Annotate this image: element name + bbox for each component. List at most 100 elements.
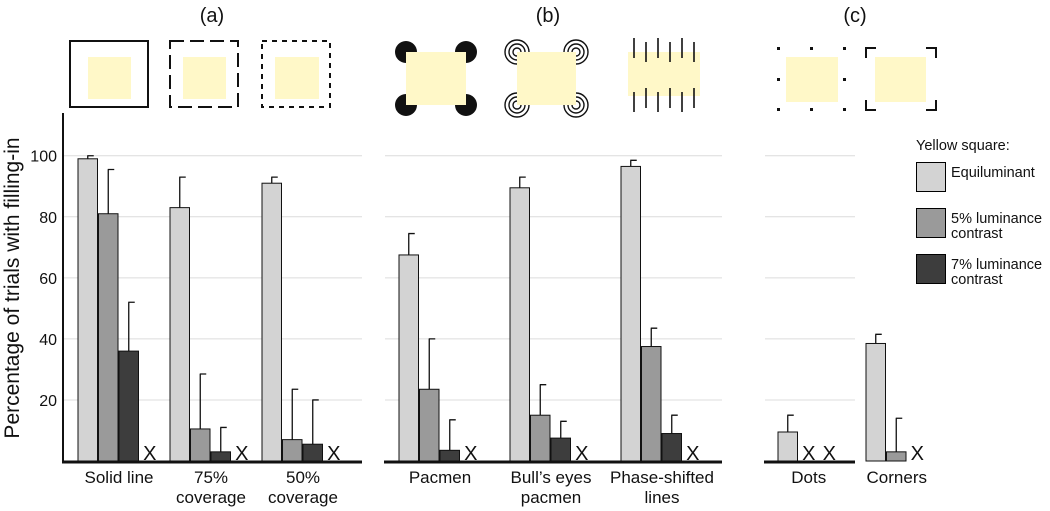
bar bbox=[190, 428, 211, 462]
missing-marker: X bbox=[823, 443, 836, 465]
icon-yellow bbox=[406, 52, 466, 105]
bar bbox=[118, 350, 139, 462]
bar bbox=[419, 388, 440, 462]
error-bar bbox=[291, 388, 299, 440]
x-tick-label: Pacmen bbox=[409, 468, 471, 487]
error-bar bbox=[179, 176, 186, 208]
bar bbox=[439, 449, 460, 462]
missing-marker: X bbox=[143, 443, 156, 465]
y-tick-label: 80 bbox=[39, 210, 57, 227]
icon-dashed-square bbox=[169, 40, 239, 108]
legend-label: Equiluminant bbox=[951, 165, 1035, 181]
error-bar bbox=[650, 327, 658, 347]
legend-label: 7% luminance contrast bbox=[951, 257, 1043, 288]
error-bar bbox=[630, 159, 637, 167]
legend-label: 5% luminance contrast bbox=[951, 211, 1043, 242]
x-tick-label: Bull’s eyes bbox=[511, 468, 592, 487]
icon-dotted-square bbox=[261, 40, 331, 108]
bar bbox=[865, 342, 886, 462]
missing-marker: X bbox=[686, 443, 699, 465]
missing-marker: X bbox=[575, 443, 588, 465]
x-tick-label: Corners bbox=[867, 468, 927, 487]
legend-swatch bbox=[916, 254, 946, 284]
panel-title: (c) bbox=[843, 5, 866, 27]
y-axis-label: Percentage of trials with filling-in bbox=[1, 137, 24, 438]
error-bar bbox=[199, 373, 207, 429]
x-tick-label: coverage bbox=[268, 488, 338, 507]
legend-item: 5% luminance contrast bbox=[916, 208, 1050, 254]
icon-corners bbox=[865, 47, 937, 111]
error-bar bbox=[671, 414, 678, 434]
y-tick-label: 100 bbox=[30, 149, 57, 166]
error-bar bbox=[560, 420, 567, 439]
error-bar bbox=[428, 338, 436, 390]
missing-marker: X bbox=[802, 443, 815, 465]
icon-yellow bbox=[628, 52, 700, 96]
bar bbox=[261, 182, 282, 462]
error-bar bbox=[220, 426, 227, 452]
legend-title: Yellow square: bbox=[916, 138, 1010, 154]
x-tick-label: Phase-shifted bbox=[610, 468, 714, 487]
error-bar bbox=[408, 232, 415, 255]
bar bbox=[282, 439, 303, 462]
error-bar bbox=[519, 176, 526, 188]
stimulus-icons bbox=[69, 38, 937, 118]
icon-yellow bbox=[517, 52, 576, 105]
error-bar bbox=[128, 301, 135, 352]
icon-yellow bbox=[786, 57, 838, 102]
bar bbox=[398, 254, 419, 462]
icon-solid-square bbox=[69, 40, 149, 108]
error-bar bbox=[539, 384, 547, 416]
bar bbox=[620, 165, 641, 462]
x-tick-label: lines bbox=[645, 488, 680, 507]
bar bbox=[550, 437, 571, 462]
icon-lines bbox=[633, 38, 695, 112]
x-tick-label: 50% bbox=[286, 468, 320, 487]
x-tick-label: coverage bbox=[176, 488, 246, 507]
x-tick-label: Solid line bbox=[85, 468, 154, 487]
panel-title: (b) bbox=[536, 5, 560, 27]
bar bbox=[886, 451, 907, 462]
x-tick-label: Dots bbox=[791, 468, 826, 487]
bar bbox=[210, 451, 231, 462]
bar bbox=[77, 158, 98, 462]
error-bar bbox=[87, 155, 94, 159]
error-bar bbox=[787, 414, 794, 432]
y-tick-label: 20 bbox=[39, 393, 57, 410]
y-tick-label: 60 bbox=[39, 271, 57, 288]
legend-item: 7% luminance contrast bbox=[916, 254, 1050, 300]
error-bar bbox=[895, 417, 903, 452]
bar bbox=[530, 414, 551, 462]
icon-yellow bbox=[275, 57, 319, 99]
error-bar bbox=[875, 333, 882, 344]
error-bar bbox=[107, 168, 115, 214]
legend: Yellow square: Equiluminant 5% luminance c… bbox=[916, 138, 1050, 300]
bar bbox=[777, 431, 798, 462]
error-bar bbox=[312, 399, 319, 445]
icon-yellow bbox=[88, 57, 131, 99]
missing-marker: X bbox=[235, 443, 248, 465]
missing-marker: X bbox=[327, 443, 340, 465]
bar bbox=[302, 443, 323, 462]
icon-dots bbox=[777, 47, 846, 111]
bar bbox=[641, 346, 662, 462]
bar bbox=[98, 213, 119, 462]
x-tick-label: pacmen bbox=[521, 488, 581, 507]
y-tick-label: 40 bbox=[39, 332, 57, 349]
icon-yellow bbox=[183, 57, 226, 99]
missing-marker: X bbox=[464, 443, 477, 465]
bar bbox=[661, 433, 682, 462]
legend-swatch bbox=[916, 162, 946, 192]
legend-swatch bbox=[916, 208, 946, 238]
error-bar bbox=[271, 176, 278, 184]
x-tick-label: 75% bbox=[194, 468, 228, 487]
legend-item: Equiluminant bbox=[916, 162, 1050, 208]
panel-title: (a) bbox=[200, 5, 224, 27]
bar bbox=[509, 187, 530, 462]
error-bar bbox=[449, 419, 456, 451]
missing-marker: X bbox=[911, 443, 924, 465]
bar bbox=[169, 207, 190, 462]
icon-yellow bbox=[875, 57, 926, 102]
